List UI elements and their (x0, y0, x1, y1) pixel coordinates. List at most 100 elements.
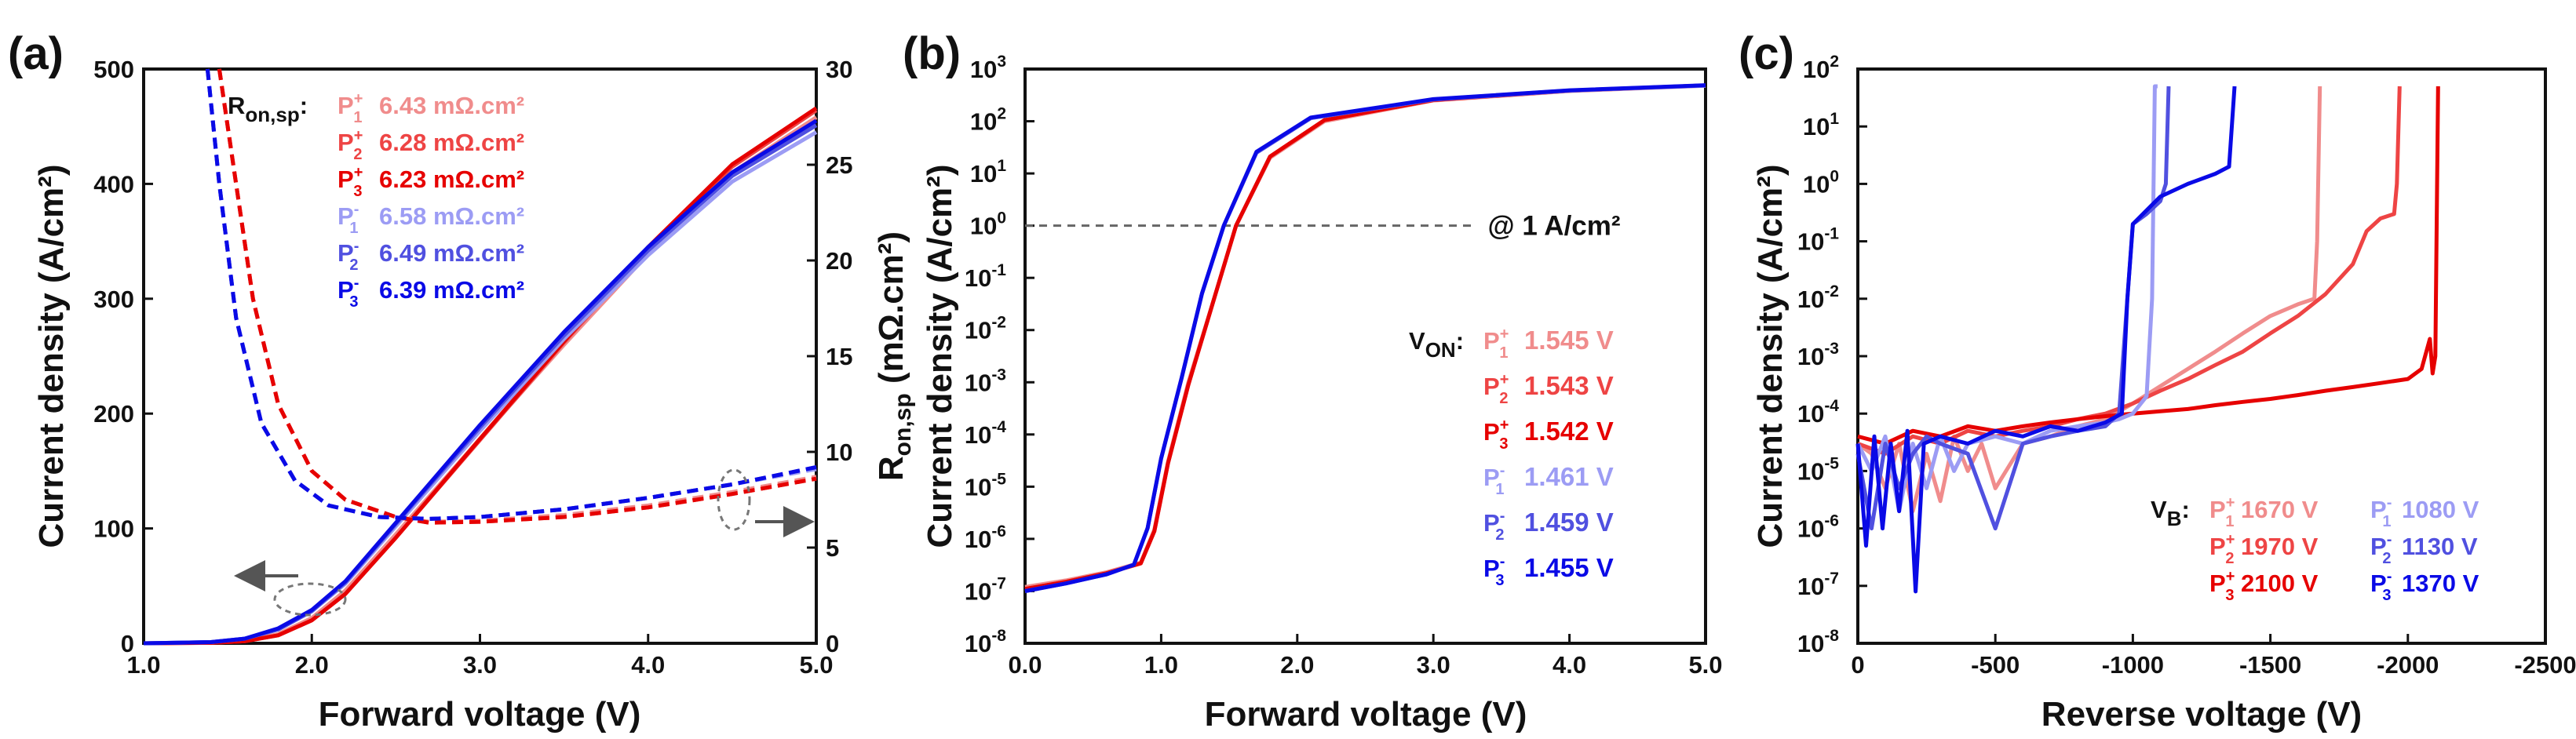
x-tick-label: 0.0 (1008, 651, 1042, 679)
legend-entry: P+ 3 1.542 V (1483, 417, 1614, 453)
legend-entry: P-1 1080 V (2370, 494, 2479, 530)
panel-c-ylabel: Current density (A/cm²) (1751, 165, 1790, 548)
y-tick-label: 10-8 (1797, 627, 1839, 657)
y2-tick-label: 10 (826, 439, 852, 466)
y2-tick-label: 5 (826, 534, 839, 562)
y-tick-label: 300 (93, 286, 134, 313)
panel-a-annotation-left (234, 560, 347, 617)
panel-b: (b) 0.0 1.0 2.0 3.0 4.0 5.0 10-8 10-7 10-6 10-5 10… (903, 28, 1723, 734)
panel-b-frame (1023, 67, 1707, 645)
panel-a-y2label: Ron,sp (mΩ.cm²) (872, 231, 916, 481)
reverse-iv-line-p2p (1857, 86, 2402, 456)
y-tick-label: 10-2 (1797, 282, 1839, 313)
y-tick-label: 10-5 (965, 470, 1006, 501)
panel-a-ylabel: Current density (A/cm²) (32, 165, 71, 548)
panel-b-series (1024, 83, 1706, 593)
x-tick-label: 2.0 (295, 651, 329, 679)
panel-a: (a) 1.0 2.0 3.0 4.0 5.0010020030040050005101… (8, 28, 916, 734)
y2-tick-label: 30 (826, 56, 852, 83)
y-tick-label: 10-6 (1797, 512, 1839, 543)
y2-tick-label: 25 (826, 151, 852, 179)
y-tick-label: 500 (93, 56, 134, 83)
panel-a-label: (a) (8, 28, 64, 79)
x-tick-label: 3.0 (463, 651, 497, 679)
y-tick-label: 101 (1803, 110, 1839, 140)
y-tick-label: 10-4 (965, 418, 1006, 449)
legend-entry: P-1 6.58 mΩ.cm² (338, 201, 524, 237)
y-tick-label: 102 (970, 105, 1006, 136)
y-tick-label: 400 (93, 170, 134, 198)
panel-a-annotation-right (717, 468, 815, 537)
legend-head: VB: (2151, 496, 2190, 530)
legend-entry: P-1 1.461 V (1483, 462, 1614, 498)
legend-head: VON: (1409, 327, 1464, 362)
panel-c-legend: VB: P+ 1 1670 VP+ 2 1970 VP+ 3 2100 V P-1 1080 V… (2151, 494, 2479, 604)
x-tick-label: -500 (1971, 651, 2020, 679)
x-tick-label: 0 (1851, 651, 1864, 679)
y-tick-label: 100 (1803, 167, 1839, 198)
legend-entry: P-3 1370 V (2370, 568, 2479, 604)
ron-line-p3p (217, 68, 817, 525)
y-tick-label: 102 (1803, 53, 1839, 83)
x-tick-label: 4.0 (631, 651, 665, 679)
legend-entry: P+ 2 1.543 V (1483, 371, 1614, 407)
legend-entry: P+ 1 6.43 mΩ.cm² (338, 90, 524, 126)
y-tick-label: 10-3 (1797, 340, 1839, 370)
legend-entry: P-2 1130 V (2370, 531, 2478, 567)
x-tick-label: 1.0 (1144, 651, 1178, 679)
panel-c-series (1855, 84, 2440, 594)
y-tick-label: 10-1 (965, 261, 1006, 292)
x-tick-label: -1000 (2102, 651, 2164, 679)
forward-iv-line-p3n (1024, 83, 1706, 593)
reverse-iv-line-p3p (1857, 86, 2440, 446)
x-tick-label: -2500 (2514, 651, 2576, 679)
panel-b-ylabel: Current density (A/cm²) (921, 165, 959, 548)
panel-c-xlabel: Reverse voltage (V) (2041, 695, 2362, 734)
legend-entry: P+ 2 1970 V (2209, 531, 2319, 567)
reverse-iv-line-p1p (1856, 86, 2322, 514)
ellipse-marker (717, 468, 751, 531)
x-tick-label: -2000 (2377, 651, 2439, 679)
y-tick-label: 103 (970, 53, 1006, 83)
panel-b-xlabel: Forward voltage (V) (1205, 695, 1527, 734)
reverse-iv-line-p3n (1855, 86, 2237, 594)
panel-c-label: (c) (1739, 28, 1794, 79)
y-tick-label: 10-2 (965, 314, 1006, 344)
y-tick-label: 100 (970, 209, 1006, 240)
y2-tick-label: 20 (826, 247, 852, 275)
legend-entry: P-2 6.49 mΩ.cm² (338, 238, 524, 274)
y-tick-label: 10-6 (965, 522, 1006, 553)
y-tick-label: 10-4 (1797, 397, 1839, 428)
y-tick-label: 10-1 (1797, 225, 1839, 256)
y2-tick-label: 15 (826, 343, 852, 370)
x-tick-label: 1.0 (126, 651, 160, 679)
x-tick-label: -1500 (2239, 651, 2301, 679)
legend-entry: P-2 1.459 V (1483, 508, 1614, 544)
x-tick-label: 4.0 (1553, 651, 1586, 679)
y-tick-label: 101 (970, 157, 1006, 187)
panel-c-ticks: 0 -500 -1000 -1500 -2000 -2500 10-8 10-7 10-6 10-… (1797, 53, 2576, 679)
legend-head: Ron,sp: (228, 92, 308, 126)
y2-tick-label: 0 (826, 630, 839, 657)
y-tick-label: 10-5 (1797, 454, 1839, 485)
legend-entry: P+ 2 6.28 mΩ.cm² (338, 127, 524, 163)
panel-b-ticks: 0.0 1.0 2.0 3.0 4.0 5.0 10-8 10-7 10-6 10-5 10-4 10… (965, 53, 1723, 679)
y-tick-label: 10-3 (965, 366, 1006, 396)
reference-line-label: @ 1 A/cm² (1488, 211, 1621, 242)
legend-entry: P+ 1 1670 V (2209, 494, 2319, 530)
panel-b-legend: VON: P+ 1 1.545 V P+ 2 1.543 V P+ 3 1.542 V P-1 1.… (1409, 326, 1614, 589)
legend-entry: P-3 6.39 mΩ.cm² (338, 275, 524, 311)
ellipse-marker (273, 582, 347, 617)
legend-entry: P+ 3 6.23 mΩ.cm² (338, 164, 524, 200)
panel-a-ticks: 1.0 2.0 3.0 4.0 5.00100200300400500051015202… (93, 56, 852, 679)
current-density-line-p3n (143, 118, 818, 646)
x-tick-label: 5.0 (1688, 651, 1722, 679)
y-tick-label: 10-7 (965, 574, 1006, 605)
reverse-iv-line-p1n (1855, 84, 2158, 514)
panel-a-xlabel: Forward voltage (V) (319, 695, 641, 734)
y-tick-label: 0 (121, 630, 134, 657)
x-tick-label: 2.0 (1280, 651, 1314, 679)
y-tick-label: 100 (93, 515, 134, 543)
